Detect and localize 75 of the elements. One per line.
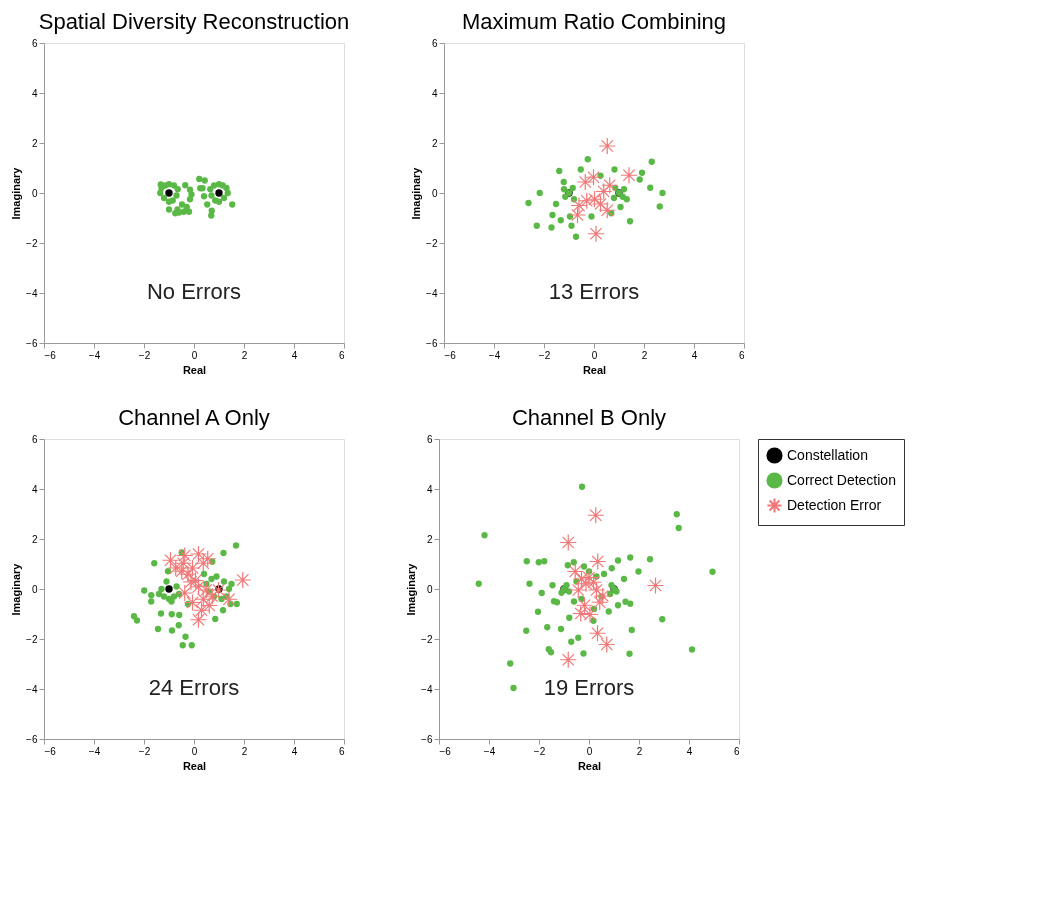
y-tick-label: 6 — [31, 433, 38, 445]
x-axis-title: Real — [182, 759, 207, 772]
x-tick-label: 2 — [241, 349, 248, 361]
y-tick-label: 0 — [31, 583, 38, 595]
x-tick-label: −2 — [538, 349, 551, 361]
y-tick-label: −4 — [421, 683, 433, 695]
x-tick-label: −6 — [444, 349, 457, 361]
y-tick-label: −2 — [426, 237, 438, 249]
y-tick-label: 2 — [426, 533, 433, 545]
y-tick-label: −2 — [421, 633, 433, 645]
x-tick-label: 4 — [686, 745, 693, 757]
y-tick-label: 4 — [431, 87, 438, 99]
y-tick-label: −2 — [26, 237, 38, 249]
y-tick-label: −6 — [426, 337, 438, 349]
x-tick-label: 6 — [338, 745, 345, 757]
x-tick-label: −4 — [88, 745, 101, 757]
y-tick-label: −4 — [26, 287, 38, 299]
legend-label: Constellation — [787, 446, 868, 463]
y-tick-label: 0 — [31, 187, 38, 199]
x-tick-label: −6 — [439, 745, 452, 757]
x-tick-label: 0 — [591, 349, 598, 361]
y-tick-label: 6 — [431, 37, 438, 49]
chart-title: Channel B Only — [511, 405, 667, 430]
x-tick-label: −2 — [533, 745, 546, 757]
y-tick-label: 6 — [31, 37, 38, 49]
x-tick-label: 0 — [191, 349, 198, 361]
chart-title: Channel A Only — [118, 405, 270, 430]
x-tick-label: 4 — [291, 745, 298, 757]
annotation: 13 Errors — [548, 279, 640, 304]
x-tick-label: −4 — [488, 349, 501, 361]
y-tick-label: 2 — [431, 137, 438, 149]
y-axis-title: Imaginary — [10, 166, 23, 220]
y-axis-title: Imaginary — [410, 166, 423, 220]
x-tick-label: −2 — [138, 349, 151, 361]
y-tick-label: 4 — [31, 483, 38, 495]
annotation: No Errors — [146, 279, 242, 304]
x-tick-label: −2 — [138, 745, 151, 757]
y-tick-label: 4 — [31, 87, 38, 99]
y-tick-label: −4 — [26, 683, 38, 695]
x-tick-label: 4 — [691, 349, 698, 361]
y-tick-label: −4 — [426, 287, 438, 299]
x-tick-label: 2 — [636, 745, 643, 757]
x-tick-label: 4 — [291, 349, 298, 361]
y-tick-label: 0 — [431, 187, 438, 199]
legend-label: Detection Error — [787, 496, 882, 513]
y-tick-label: −6 — [26, 733, 38, 745]
annotation: 19 Errors — [543, 675, 635, 700]
y-axis-title: Imaginary — [10, 562, 23, 616]
chart-title: Spatial Diversity Reconstruction — [38, 9, 350, 34]
x-tick-label: 0 — [191, 745, 198, 757]
x-axis-title: Real — [577, 759, 602, 772]
y-axis-title: Imaginary — [405, 562, 418, 616]
x-tick-label: 6 — [733, 745, 740, 757]
legend-label: Correct Detection — [787, 471, 896, 488]
y-tick-label: 0 — [426, 583, 433, 595]
y-tick-label: 2 — [31, 137, 38, 149]
y-tick-label: 2 — [31, 533, 38, 545]
chart-title: Maximum Ratio Combining — [461, 9, 727, 34]
y-tick-label: −6 — [26, 337, 38, 349]
x-tick-label: −4 — [483, 745, 496, 757]
x-tick-label: −4 — [88, 349, 101, 361]
x-tick-label: 0 — [586, 745, 593, 757]
y-tick-label: −2 — [26, 633, 38, 645]
x-tick-label: −6 — [44, 349, 57, 361]
x-tick-label: 6 — [338, 349, 345, 361]
x-axis-title: Real — [582, 363, 607, 376]
y-tick-label: 6 — [426, 433, 433, 445]
x-tick-label: 2 — [641, 349, 648, 361]
x-axis-title: Real — [182, 363, 207, 376]
x-tick-label: 6 — [738, 349, 745, 361]
y-tick-label: 4 — [426, 483, 433, 495]
annotation: 24 Errors — [148, 675, 240, 700]
x-tick-label: −6 — [44, 745, 57, 757]
x-tick-label: 2 — [241, 745, 248, 757]
y-tick-label: −6 — [421, 733, 433, 745]
